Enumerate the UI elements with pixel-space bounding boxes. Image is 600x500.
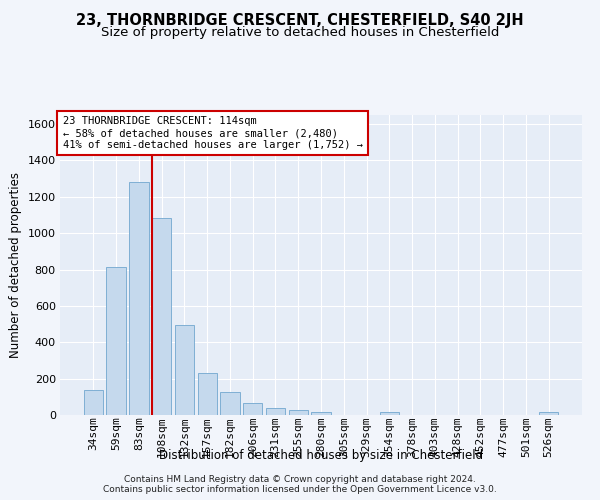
Bar bbox=[243, 403, 262, 415]
Bar bbox=[84, 390, 103, 415]
Bar bbox=[175, 325, 194, 415]
Bar bbox=[197, 373, 217, 415]
Y-axis label: Number of detached properties: Number of detached properties bbox=[9, 172, 22, 358]
Text: Distribution of detached houses by size in Chesterfield: Distribution of detached houses by size … bbox=[159, 448, 483, 462]
Bar bbox=[539, 412, 558, 415]
Text: 23, THORNBRIDGE CRESCENT, CHESTERFIELD, S40 2JH: 23, THORNBRIDGE CRESCENT, CHESTERFIELD, … bbox=[76, 12, 524, 28]
Text: 23 THORNBRIDGE CRESCENT: 114sqm
← 58% of detached houses are smaller (2,480)
41%: 23 THORNBRIDGE CRESCENT: 114sqm ← 58% of… bbox=[62, 116, 362, 150]
Bar bbox=[289, 410, 308, 415]
Bar bbox=[152, 218, 172, 415]
Bar bbox=[129, 182, 149, 415]
Bar bbox=[311, 412, 331, 415]
Text: Size of property relative to detached houses in Chesterfield: Size of property relative to detached ho… bbox=[101, 26, 499, 39]
Text: Contains HM Land Registry data © Crown copyright and database right 2024.: Contains HM Land Registry data © Crown c… bbox=[124, 476, 476, 484]
Text: Contains public sector information licensed under the Open Government Licence v3: Contains public sector information licen… bbox=[103, 486, 497, 494]
Bar bbox=[220, 392, 239, 415]
Bar bbox=[106, 267, 126, 415]
Bar bbox=[380, 412, 399, 415]
Bar bbox=[266, 408, 285, 415]
